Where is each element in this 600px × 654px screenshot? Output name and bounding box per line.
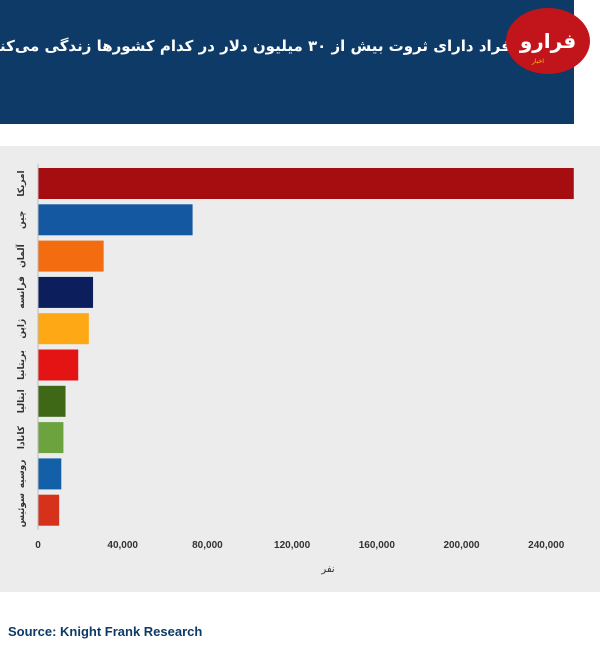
- y-tick-label-5: بریتانیا: [17, 350, 27, 380]
- x-tick-label-6: 240,000: [528, 540, 565, 551]
- bar-8: [38, 458, 62, 490]
- y-tick-label-9: سوئیس: [17, 493, 27, 527]
- bar-3: [38, 276, 94, 308]
- x-tick-label-4: 160,000: [359, 540, 396, 551]
- y-tick-label-1: چین: [17, 211, 27, 229]
- x-tick-label-5: 200,000: [443, 540, 480, 551]
- bar-4: [38, 313, 89, 345]
- bar-2: [38, 240, 104, 272]
- chart-title: افراد دارای ثروت بیش از ۳۰ میلیون دلار د…: [0, 37, 516, 55]
- x-tick-label-1: 40,000: [107, 540, 138, 551]
- x-tick-label-3: 120,000: [274, 540, 311, 551]
- y-tick-label-0: امریکا: [17, 170, 27, 196]
- x-tick-label-2: 80,000: [192, 540, 223, 551]
- source-note: Source: Knight Frank Research: [8, 624, 203, 639]
- bar-0: [38, 168, 574, 199]
- bar-6: [38, 385, 66, 417]
- fararu-logo[interactable]: فرارو: [506, 8, 590, 74]
- y-tick-label-2: آلمان: [15, 243, 27, 267]
- bar-1: [38, 204, 193, 236]
- y-tick-label-3: فرانسه: [17, 276, 27, 309]
- y-tick-label-8: روسیه: [17, 460, 27, 489]
- y-tick-label-4: ژاپن: [17, 319, 27, 339]
- x-axis-label: نفر: [320, 564, 334, 575]
- y-tick-label-6: ایتالیا: [17, 389, 27, 413]
- logo-tag: اخبار: [532, 58, 544, 65]
- bar-chart: امریکا چین آلمان فرانسه ژاپن بریتانیا ایتالیا ک…: [15, 164, 574, 575]
- bar-9: [38, 494, 60, 526]
- divider: [0, 124, 600, 146]
- header-banner: [0, 0, 574, 124]
- y-tick-label-7: کانادا: [17, 425, 27, 449]
- bar-7: [38, 422, 64, 454]
- bar-5: [38, 349, 79, 381]
- x-tick-label-0: 0: [35, 540, 41, 551]
